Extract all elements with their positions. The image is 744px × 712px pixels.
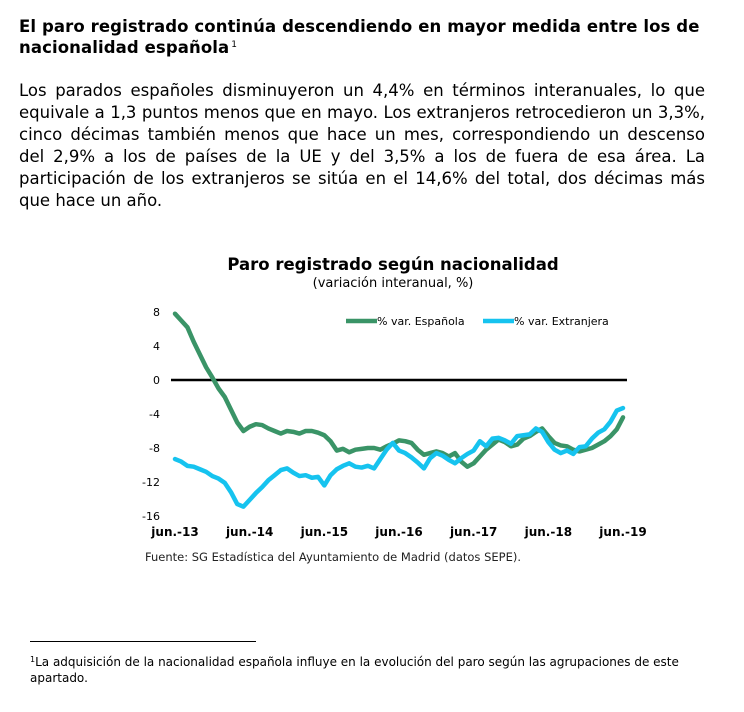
x-axis: jun.-13 jun.-14 jun.-15 jun.-16 jun.-17 jun.-…	[150, 525, 646, 539]
footnote-reference[interactable]: 1	[231, 40, 238, 50]
y-tick-label: 0	[153, 374, 160, 387]
x-tick-label: jun.-16	[374, 525, 422, 539]
x-tick-label: jun.-13	[150, 525, 198, 539]
y-tick-label: -12	[142, 476, 160, 489]
section-heading-text: El paro registrado continúa descendiendo…	[19, 17, 700, 57]
x-tick-label: jun.-14	[225, 525, 273, 539]
footnote-divider	[30, 641, 256, 642]
chart-subtitle: (variación interanual, %)	[313, 276, 474, 291]
body-paragraph: Los parados españoles disminuyeron un 4,…	[19, 81, 705, 210]
series-line-extranjera	[172, 405, 626, 509]
x-tick-label: jun.-15	[300, 525, 348, 539]
footnote: 1La adquisición de la nacionalidad españ…	[30, 654, 710, 686]
footnote-marker: 1	[30, 655, 36, 664]
y-tick-label: -8	[149, 442, 160, 455]
chart-source: Fuente: SG Estadística del Ayuntamiento …	[145, 550, 521, 564]
section-heading: El paro registrado continúa descendiendo…	[19, 16, 719, 58]
series-line-espanola	[172, 311, 626, 469]
footnote-text: La adquisición de la nacionalidad españo…	[30, 655, 679, 685]
x-tick-label: jun.-17	[449, 525, 497, 539]
chart-legend: % var. Española % var. Extranjera	[346, 315, 609, 328]
legend-label: % var. Española	[377, 315, 465, 328]
chart-title: Paro registrado según nacionalidad	[227, 255, 558, 274]
y-tick-label: -16	[142, 510, 160, 523]
y-tick-label: 8	[153, 306, 160, 319]
series-group	[172, 311, 626, 509]
legend-label: % var. Extranjera	[514, 315, 609, 328]
y-tick-label: -4	[149, 408, 160, 421]
y-tick-label: 4	[153, 340, 160, 353]
x-tick-label: jun.-18	[524, 525, 572, 539]
y-axis: 8 4 0 -4 -8 -12 -16	[142, 306, 160, 523]
x-tick-label: jun.-19	[598, 525, 646, 539]
